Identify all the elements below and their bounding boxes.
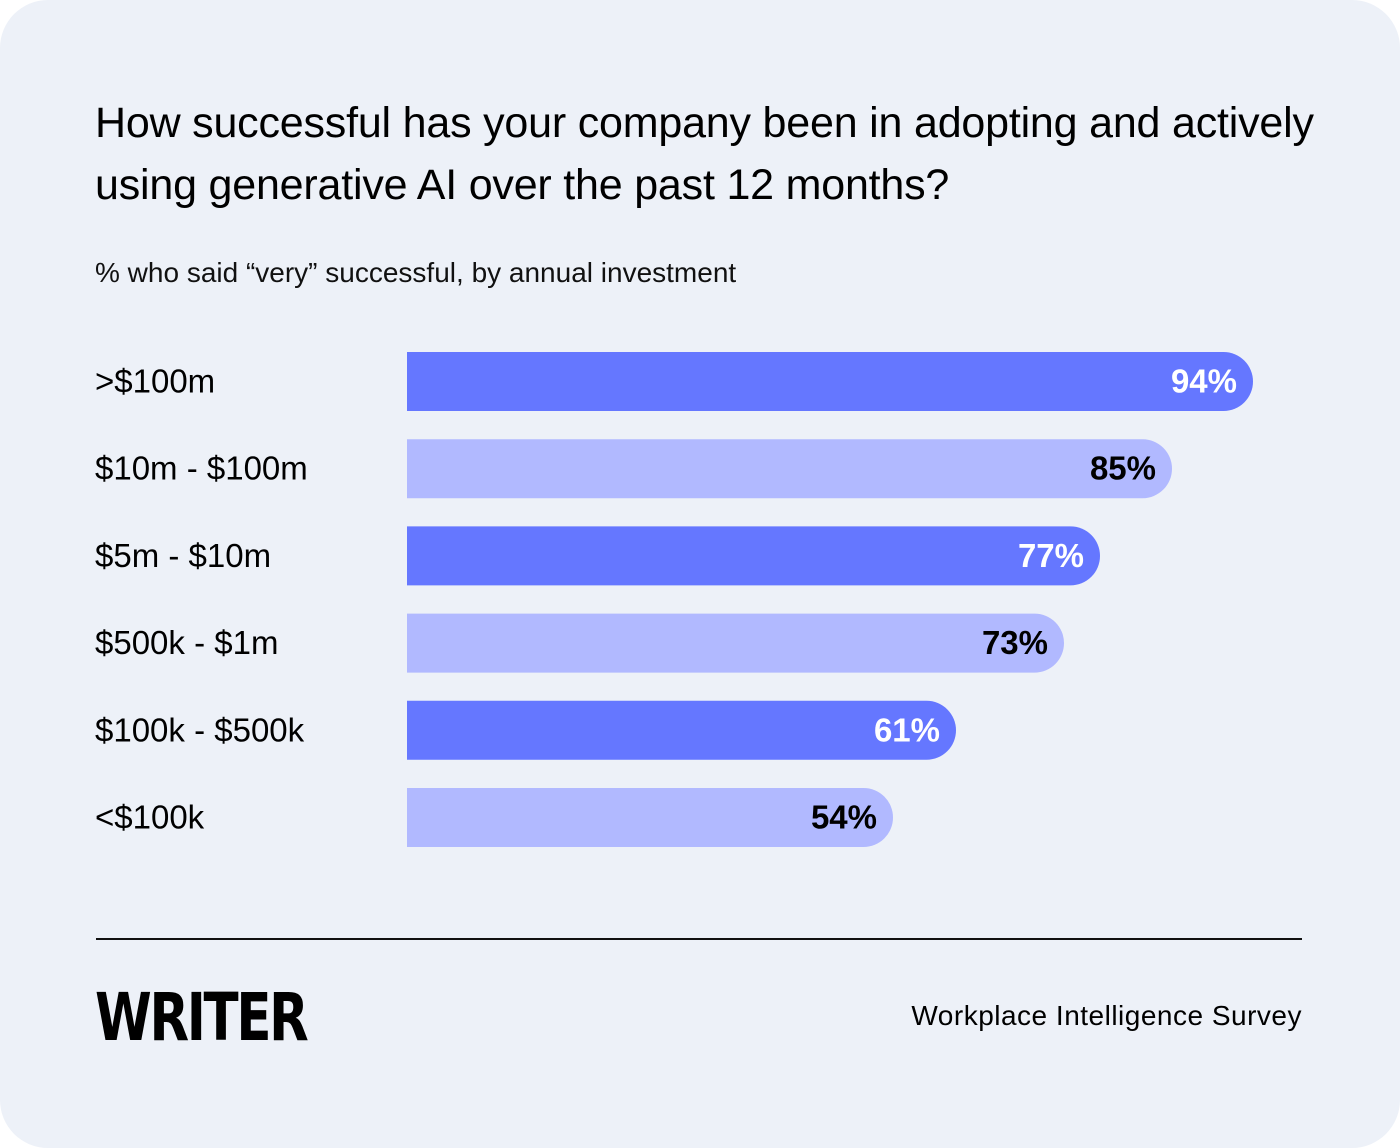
value-label: 61% bbox=[874, 711, 940, 748]
writer-logo: WRITER bbox=[95, 979, 309, 1056]
bar bbox=[407, 700, 956, 760]
category-label: <$100k bbox=[95, 799, 205, 836]
bar bbox=[407, 439, 1172, 499]
category-label: $10m - $100m bbox=[95, 450, 308, 487]
chart-subtitle: % who said “very” successful, by annual … bbox=[95, 257, 737, 288]
footer-divider bbox=[96, 938, 1302, 940]
bar bbox=[407, 526, 1100, 586]
source-label: Workplace Intelligence Survey bbox=[911, 1000, 1302, 1031]
bar bbox=[407, 788, 893, 847]
category-label: $100k - $500k bbox=[95, 711, 305, 748]
category-label: $5m - $10m bbox=[95, 537, 271, 574]
category-label: >$100m bbox=[95, 363, 215, 400]
bar bbox=[407, 613, 1064, 673]
bar-chart: >$100m 94% $10m - $100m 85% $5m - $10m 77% $50… bbox=[95, 352, 1253, 847]
value-label: 73% bbox=[982, 624, 1048, 661]
value-label: 54% bbox=[811, 799, 877, 836]
value-label: 77% bbox=[1018, 537, 1084, 574]
value-label: 85% bbox=[1090, 450, 1156, 487]
value-label: 94% bbox=[1171, 363, 1237, 400]
bar bbox=[407, 352, 1253, 411]
chart-title: How successful has your company been in … bbox=[95, 99, 1314, 209]
category-label: $500k - $1m bbox=[95, 624, 278, 661]
